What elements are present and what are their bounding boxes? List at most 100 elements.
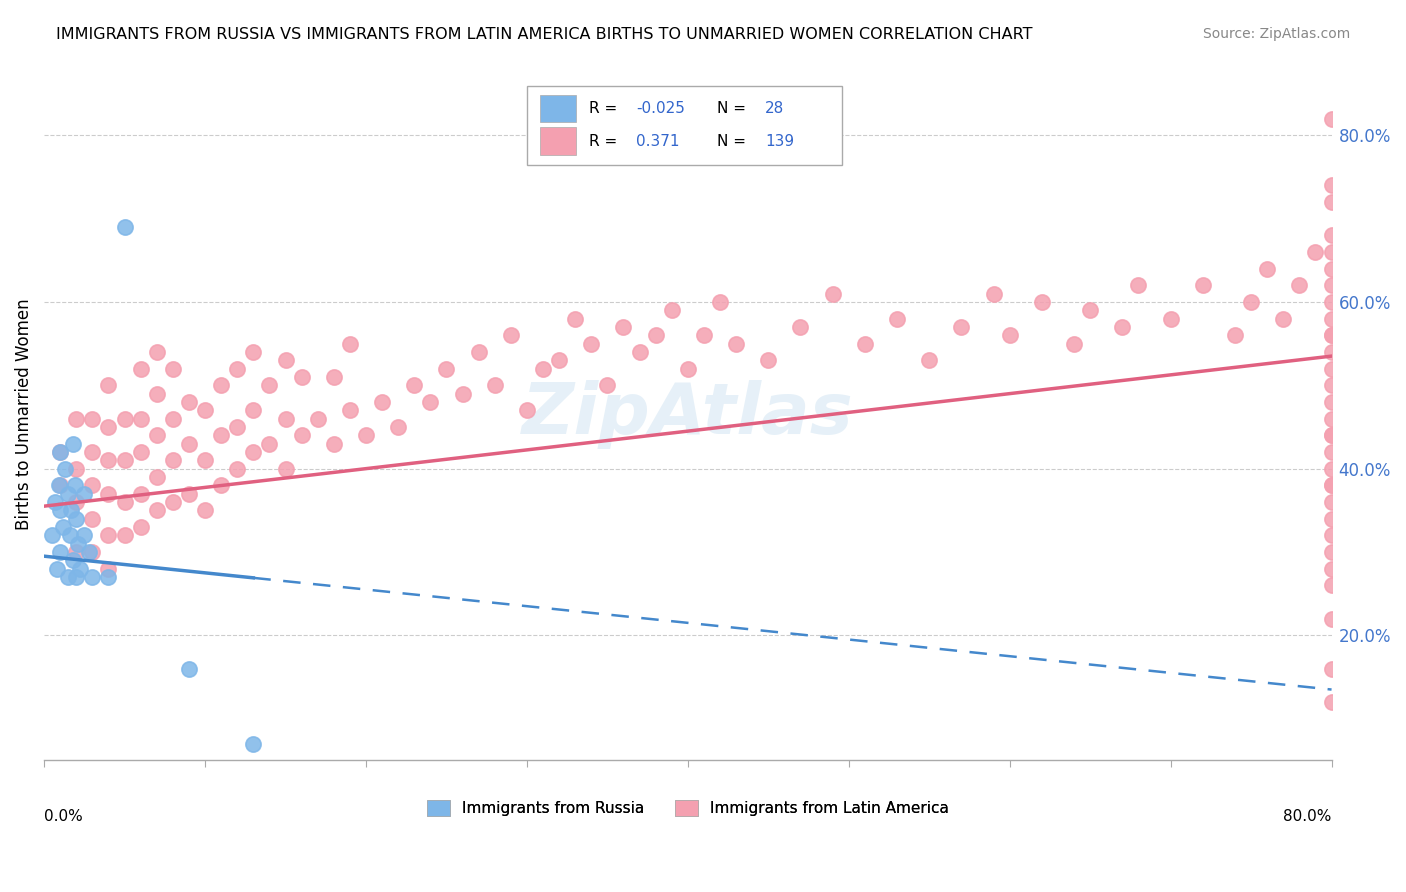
Text: R =: R =: [589, 134, 617, 149]
Point: [46, 562, 69, 576]
Point: [114, 219, 136, 234]
Point: [52, 520, 75, 534]
Point: [274, 461, 297, 475]
Point: [1256, 261, 1278, 276]
Point: [1223, 328, 1246, 343]
Point: [145, 386, 167, 401]
Point: [1320, 461, 1343, 475]
Point: [983, 286, 1005, 301]
Point: [145, 503, 167, 517]
Point: [63, 478, 86, 492]
Text: 80.0%: 80.0%: [1284, 809, 1331, 824]
Point: [162, 361, 184, 376]
FancyBboxPatch shape: [540, 95, 576, 122]
Point: [73, 486, 96, 500]
Point: [194, 503, 217, 517]
Point: [177, 436, 200, 450]
Point: [58, 486, 80, 500]
Point: [1320, 445, 1343, 459]
Point: [1320, 411, 1343, 425]
Point: [886, 311, 908, 326]
Point: [59, 528, 82, 542]
Point: [65, 511, 87, 525]
Point: [789, 320, 811, 334]
Point: [162, 411, 184, 425]
Point: [259, 378, 281, 392]
Point: [1320, 294, 1343, 309]
Point: [97, 453, 120, 467]
Point: [77, 545, 100, 559]
Point: [242, 345, 264, 359]
Point: [1320, 428, 1343, 442]
Point: [209, 428, 232, 442]
Point: [114, 411, 136, 425]
Point: [1305, 244, 1327, 259]
Point: [114, 495, 136, 509]
Point: [387, 420, 409, 434]
Point: [1320, 511, 1343, 525]
Point: [129, 486, 152, 500]
Point: [97, 486, 120, 500]
Point: [1320, 428, 1343, 442]
Point: [1128, 278, 1150, 293]
Point: [1031, 294, 1053, 309]
Point: [1320, 228, 1343, 243]
Point: [82, 545, 104, 559]
Point: [1191, 278, 1213, 293]
Legend: Immigrants from Russia, Immigrants from Latin America: Immigrants from Russia, Immigrants from …: [420, 794, 955, 822]
Point: [322, 436, 344, 450]
Point: [97, 528, 120, 542]
Point: [145, 470, 167, 484]
Point: [436, 361, 458, 376]
Point: [129, 411, 152, 425]
Point: [162, 453, 184, 467]
Point: [1320, 495, 1343, 509]
Text: 0.0%: 0.0%: [44, 809, 83, 824]
Point: [209, 378, 232, 392]
Point: [1078, 303, 1101, 318]
Point: [65, 545, 87, 559]
Point: [1320, 562, 1343, 576]
Point: [48, 478, 70, 492]
Point: [516, 403, 538, 417]
Point: [82, 570, 104, 584]
Point: [1288, 278, 1310, 293]
Point: [65, 411, 87, 425]
Point: [1320, 278, 1343, 293]
Point: [1320, 612, 1343, 626]
Point: [82, 478, 104, 492]
Point: [291, 428, 314, 442]
Point: [354, 428, 377, 442]
Point: [49, 478, 72, 492]
Point: [1320, 261, 1343, 276]
Point: [41, 528, 63, 542]
Point: [1320, 311, 1343, 326]
Point: [1320, 361, 1343, 376]
Text: -0.025: -0.025: [637, 101, 685, 116]
Point: [114, 528, 136, 542]
Point: [661, 303, 683, 318]
Point: [484, 378, 506, 392]
Point: [69, 562, 91, 576]
Point: [548, 353, 571, 368]
Point: [62, 553, 84, 567]
Point: [73, 528, 96, 542]
Point: [53, 461, 76, 475]
Point: [259, 436, 281, 450]
Point: [274, 353, 297, 368]
Point: [82, 511, 104, 525]
Text: N =: N =: [717, 134, 747, 149]
Point: [49, 545, 72, 559]
Point: [62, 436, 84, 450]
Point: [1320, 194, 1343, 209]
FancyBboxPatch shape: [540, 128, 576, 155]
Point: [49, 445, 72, 459]
Point: [58, 570, 80, 584]
Point: [725, 336, 748, 351]
Point: [1320, 528, 1343, 542]
Point: [97, 562, 120, 576]
Point: [1272, 311, 1295, 326]
Point: [114, 453, 136, 467]
Text: IMMIGRANTS FROM RUSSIA VS IMMIGRANTS FROM LATIN AMERICA BIRTHS TO UNMARRIED WOME: IMMIGRANTS FROM RUSSIA VS IMMIGRANTS FRO…: [56, 27, 1033, 42]
Point: [1160, 311, 1182, 326]
